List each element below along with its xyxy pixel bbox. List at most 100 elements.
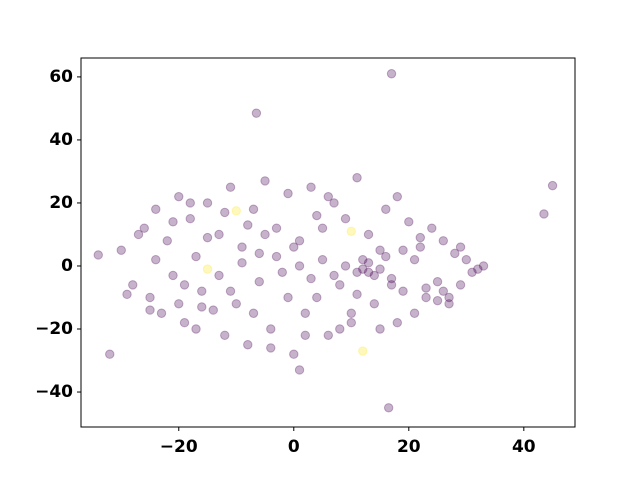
- point: [346, 317, 356, 328]
- point: [340, 214, 351, 224]
- point: [133, 229, 144, 240]
- point: [381, 251, 391, 262]
- point: [174, 299, 184, 309]
- point: [277, 267, 287, 277]
- point: [191, 324, 201, 334]
- point: [427, 223, 437, 233]
- point: [478, 261, 489, 271]
- point: [266, 324, 276, 334]
- point: [369, 270, 379, 281]
- point: [231, 206, 241, 216]
- point: [438, 236, 449, 246]
- point: [432, 277, 443, 287]
- point: [283, 292, 293, 303]
- point: [375, 245, 385, 255]
- point: [392, 191, 402, 202]
- plot-frame: [80, 57, 576, 428]
- point: [260, 229, 270, 240]
- point: [404, 217, 414, 227]
- point: [179, 317, 190, 328]
- point: [116, 245, 126, 255]
- point: [409, 308, 420, 318]
- point: [415, 232, 426, 243]
- point: [375, 324, 385, 334]
- point: [340, 261, 351, 271]
- point: [383, 403, 394, 413]
- y-tick-label: 60: [49, 67, 73, 87]
- point: [421, 283, 431, 293]
- x-tick-label: 20: [397, 437, 421, 457]
- point: [539, 209, 549, 219]
- point: [317, 223, 328, 233]
- point: [202, 198, 213, 208]
- point: [220, 330, 230, 341]
- point: [381, 204, 391, 214]
- point: [438, 286, 449, 296]
- point: [151, 204, 161, 214]
- point: [105, 349, 115, 359]
- point: [191, 251, 201, 262]
- point: [358, 346, 368, 356]
- point: [122, 289, 132, 300]
- point: [352, 267, 362, 277]
- point: [335, 324, 345, 334]
- point: [306, 182, 316, 192]
- point: [151, 254, 161, 265]
- point: [168, 217, 178, 227]
- point: [197, 302, 207, 312]
- point: [174, 191, 184, 202]
- point: [363, 258, 374, 268]
- point: [294, 236, 305, 246]
- point: [289, 242, 299, 252]
- point: [455, 242, 466, 252]
- point: [237, 242, 247, 252]
- y-tick-label: −40: [35, 382, 73, 402]
- points: [93, 69, 558, 413]
- point: [421, 292, 431, 303]
- point: [289, 349, 299, 359]
- point: [323, 191, 333, 202]
- point: [251, 108, 262, 118]
- point: [473, 264, 483, 274]
- point: [467, 267, 477, 277]
- point: [363, 267, 374, 277]
- point: [444, 292, 454, 303]
- point: [455, 280, 466, 290]
- point: [294, 365, 305, 375]
- point: [220, 207, 230, 218]
- point: [254, 277, 264, 287]
- point: [386, 273, 397, 284]
- point: [294, 261, 305, 271]
- point: [398, 286, 408, 296]
- y-tick-label: 40: [49, 130, 73, 150]
- point: [461, 254, 472, 265]
- point: [254, 248, 264, 259]
- point: [358, 264, 368, 274]
- point: [317, 254, 328, 265]
- point: [243, 220, 253, 230]
- point: [369, 299, 379, 309]
- point: [237, 258, 247, 268]
- point: [179, 280, 190, 290]
- point: [547, 180, 558, 191]
- point: [225, 182, 236, 192]
- point: [214, 270, 224, 281]
- point: [352, 173, 362, 183]
- point: [358, 254, 368, 265]
- x-tick-label: −20: [160, 437, 198, 457]
- point: [271, 223, 282, 233]
- point: [392, 317, 402, 328]
- point: [300, 308, 310, 318]
- y-tick-label: −20: [35, 319, 73, 339]
- point: [266, 343, 276, 353]
- x-tick-label: 40: [512, 437, 536, 457]
- point: [271, 251, 282, 262]
- point: [168, 270, 178, 281]
- point: [323, 330, 333, 341]
- point: [375, 264, 385, 274]
- point: [346, 226, 356, 237]
- point: [444, 299, 454, 309]
- point: [145, 292, 155, 303]
